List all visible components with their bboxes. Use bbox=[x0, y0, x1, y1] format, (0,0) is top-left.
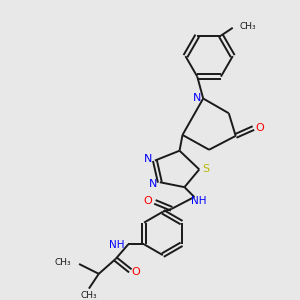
Text: CH₃: CH₃ bbox=[81, 291, 97, 300]
Text: NH: NH bbox=[109, 240, 124, 250]
Text: CH₃: CH₃ bbox=[240, 22, 256, 31]
Text: S: S bbox=[202, 164, 210, 174]
Text: O: O bbox=[255, 123, 264, 133]
Text: N: N bbox=[149, 179, 157, 189]
Text: CH₃: CH₃ bbox=[55, 257, 71, 266]
Text: N: N bbox=[144, 154, 152, 164]
Text: N: N bbox=[193, 94, 202, 103]
Text: O: O bbox=[132, 267, 141, 277]
Text: NH: NH bbox=[190, 196, 206, 206]
Text: O: O bbox=[144, 196, 152, 206]
